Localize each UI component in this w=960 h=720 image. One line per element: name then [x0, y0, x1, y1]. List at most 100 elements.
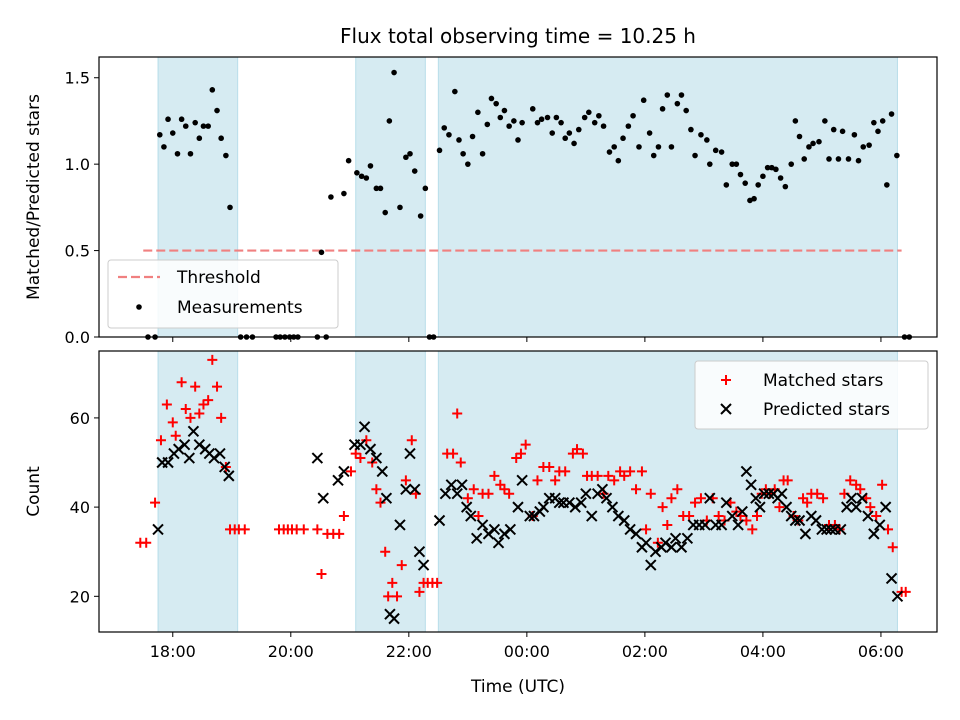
predicted-star-point — [649, 546, 662, 558]
predicted-star-point — [776, 488, 788, 500]
matched-star-point — [312, 524, 323, 535]
measurement-point — [403, 154, 409, 161]
matched-star-point — [560, 466, 571, 477]
matched-star-point — [455, 457, 466, 468]
measurement-point — [737, 171, 744, 178]
predicted-star-point — [338, 465, 350, 478]
measurement-point — [611, 144, 617, 150]
predicted-star-point — [376, 465, 388, 478]
matched-star-point — [631, 484, 642, 495]
measurement-point — [620, 135, 626, 142]
measurement-point — [884, 182, 890, 188]
matched-star-point — [371, 484, 382, 495]
measurement-point — [773, 166, 779, 173]
matched-star-point — [387, 577, 398, 588]
predicted-star-point — [726, 510, 738, 522]
predicted-star-point — [332, 474, 344, 487]
matched-star-point — [752, 511, 763, 522]
predicted-star-point — [223, 470, 235, 482]
predicted-star-point — [413, 546, 426, 558]
matched-star-point — [499, 484, 510, 495]
measurement-point — [792, 118, 799, 124]
measurement-point — [777, 175, 784, 181]
measurement-point — [446, 131, 452, 138]
measurement-point — [178, 116, 185, 123]
measurement-point — [382, 209, 389, 216]
predicted-star-point — [465, 510, 477, 522]
measurement-point — [733, 161, 740, 167]
matched-star-point — [216, 412, 227, 423]
x-tick-label: 20:00 — [268, 642, 314, 661]
measurement-point — [706, 161, 713, 167]
predicted-star-point — [183, 452, 195, 464]
matched-star-point — [452, 408, 463, 419]
predicted-star-point — [618, 514, 630, 527]
matched-star-point — [392, 591, 403, 602]
predicted-star-point — [460, 501, 473, 513]
measurement-point — [192, 119, 198, 126]
bottom_panel-observing-interval-2 — [355, 350, 426, 633]
matched-star-point — [414, 586, 425, 597]
matched-star-point — [316, 569, 327, 580]
measurement-point — [354, 170, 360, 176]
predicted-star-point — [758, 488, 770, 500]
predicted-star-point — [720, 496, 733, 509]
measurement-point — [227, 204, 233, 211]
predicted-star-point — [665, 541, 678, 553]
predicted-star-point — [451, 488, 463, 500]
matched-star-point — [520, 439, 531, 450]
x-tick-label: 06:00 — [858, 642, 904, 661]
measurement-point — [894, 152, 900, 159]
predicted-star-point — [394, 519, 406, 531]
measurement-point — [452, 88, 458, 95]
chart-title: Flux total observing time = 10.25 h — [340, 24, 696, 48]
matched-star-point — [690, 497, 701, 508]
predicted-star-point — [624, 523, 636, 536]
predicted-star-point — [825, 523, 837, 536]
legend-matched-label: Matched stars — [763, 371, 883, 391]
measurement-point — [397, 204, 403, 211]
measurement-point — [441, 125, 448, 131]
measurement-point — [529, 106, 536, 112]
predicted-star-point — [417, 559, 430, 571]
top-legend: Threshold Measurements — [107, 259, 339, 329]
predicted-star-point — [214, 447, 226, 460]
matched-star-point — [432, 577, 443, 588]
matched-star-point — [818, 493, 829, 504]
bottom_panel-y-tick-label: 40 — [70, 498, 90, 517]
matched-star-point — [544, 461, 555, 472]
matched-star-point — [625, 466, 636, 477]
measurement-point — [755, 182, 761, 188]
predicted-star-point — [630, 528, 642, 540]
measurement-point — [659, 106, 666, 112]
top_panel-y-tick-label: 1.5 — [65, 69, 90, 88]
measurement-point — [182, 123, 189, 129]
matched-star-point — [239, 524, 250, 535]
predicted-star-point — [404, 447, 416, 460]
measurement-point — [806, 144, 812, 150]
predicted-star-point — [528, 510, 540, 522]
matched-star-point — [161, 399, 172, 410]
predicted-star-point — [553, 496, 566, 509]
predicted-star-point — [681, 532, 694, 545]
predicted-star-point — [178, 438, 191, 451]
measurement-point — [851, 131, 858, 138]
predicted-star-point — [891, 590, 904, 603]
measurement-point — [460, 150, 466, 157]
matched-star-point — [141, 537, 152, 548]
matched-star-point — [361, 435, 372, 446]
predicted-star-point — [600, 492, 613, 504]
measurement-point — [558, 119, 564, 126]
measurement-point — [668, 144, 675, 150]
predicted-star-point — [659, 537, 672, 549]
matched-star-point — [802, 497, 813, 508]
measurement-point — [801, 156, 808, 162]
matched-star-point — [713, 511, 724, 522]
matched-star-point — [190, 381, 201, 392]
predicted-star-point — [841, 501, 853, 513]
measurement-point — [586, 109, 592, 116]
measurement-point — [501, 107, 508, 114]
measurement-point — [822, 118, 828, 124]
predicted-star-point — [512, 501, 524, 513]
predicted-star-point — [740, 465, 753, 478]
